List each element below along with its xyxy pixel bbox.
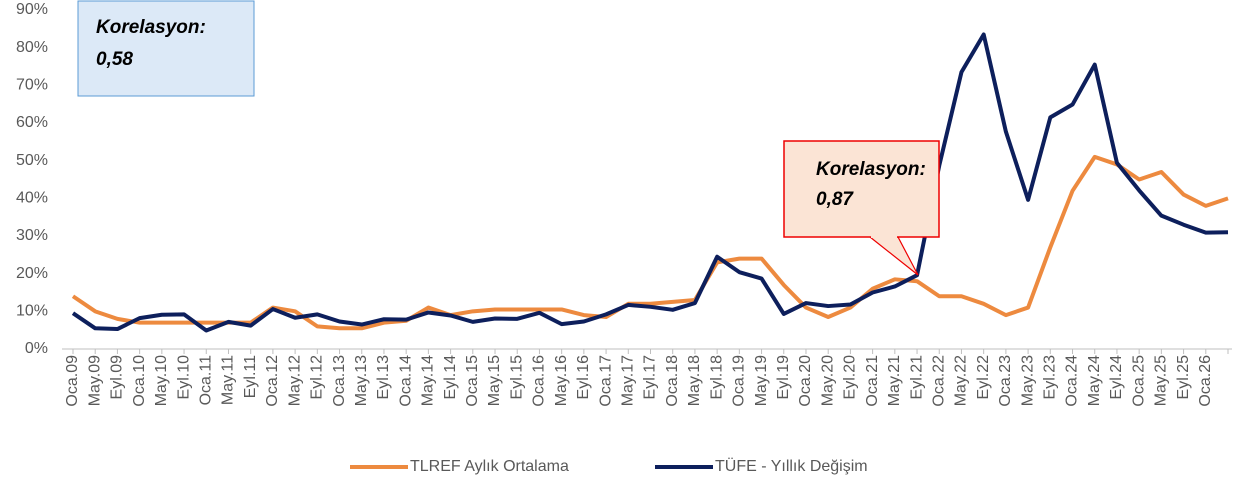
legend-label: TLREF Aylık Ortalama — [410, 458, 569, 475]
y-tick-label: 70% — [16, 77, 48, 94]
x-tick-label: Eyl.20 — [842, 355, 859, 400]
x-tick-label: May.19 — [753, 355, 770, 406]
y-tick-label: 80% — [16, 39, 48, 56]
annotation-box — [783, 140, 940, 238]
x-tick-label: Oca.23 — [997, 355, 1014, 407]
x-tick-label: Eyl.23 — [1042, 355, 1059, 400]
x-tick-label: May.23 — [1019, 355, 1036, 406]
y-tick-label: 40% — [16, 190, 48, 207]
x-tick-label: Oca.18 — [664, 355, 681, 407]
plot: 0% 10% 20% 30% 40% 50% 60% 70% 80% 90% Oca.09 May.0… — [16, 1, 1232, 475]
x-tick-label: Eyl.09 — [109, 355, 126, 400]
annotation-box — [77, 0, 255, 97]
x-tick-label: Eyl.11 — [242, 355, 259, 398]
x-tick-label: Eyl.24 — [1108, 355, 1125, 400]
x-tick-label: Eyl.19 — [775, 355, 792, 400]
x-tick-label: May.12 — [286, 355, 303, 406]
x-tick-label: Eyl.16 — [575, 355, 592, 400]
x-tick-label: Oca.19 — [731, 355, 748, 407]
x-tick-label: Eyl.17 — [642, 355, 659, 400]
x-tick-label: May.14 — [420, 355, 437, 406]
x-tick-label: Eyl.18 — [708, 355, 725, 400]
x-tick-label: May.24 — [1086, 355, 1103, 406]
x-tick-label: Oca.12 — [264, 355, 281, 407]
x-tick-label: Eyl.14 — [442, 355, 459, 400]
x-tick-label: Oca.25 — [1130, 355, 1147, 407]
x-tick-label: Oca.24 — [1064, 355, 1081, 407]
x-tick-label: Oca.26 — [1197, 355, 1214, 407]
annotation: Korelasyon: — [816, 159, 926, 180]
x-tick-label: Eyl.22 — [975, 355, 992, 400]
x-tick-label: Eyl.13 — [375, 355, 392, 400]
x-tick-label: May.17 — [620, 355, 637, 406]
x-tick-label: Oca.10 — [131, 355, 148, 407]
x-tick-label: Eyl.10 — [175, 355, 192, 400]
x-tick-label: Oca.13 — [331, 355, 348, 407]
x-tick-label: Oca.17 — [597, 355, 614, 407]
y-tick-label: 0% — [25, 340, 48, 357]
x-tick-label: May.13 — [353, 355, 370, 406]
x-tick-label: May.15 — [486, 355, 503, 406]
x-tick-label: Eyl.21 — [908, 355, 925, 400]
y-tick-label: 90% — [16, 1, 48, 18]
y-tick-label: 30% — [16, 227, 48, 244]
x-tick-label: Oca.16 — [531, 355, 548, 407]
x-tick-label: May.09 — [86, 355, 103, 406]
annotation: 0,87 — [816, 189, 854, 210]
x-tick-label: May.22 — [953, 355, 970, 406]
y-tick-label: 60% — [16, 114, 48, 131]
x-tick-label: Oca.09 — [64, 355, 81, 407]
line-series — [71, 154, 1229, 331]
x-tick-label: May.16 — [553, 355, 570, 406]
x-tick-label: Eyl.12 — [309, 355, 326, 400]
x-tick-label: May.21 — [886, 355, 903, 406]
x-tick-label: Oca.22 — [930, 355, 947, 407]
x-tick-label: Oca.15 — [464, 355, 481, 407]
x-tick-label: Eyl.25 — [1175, 355, 1192, 400]
x-tick-label: Oca.11 — [197, 355, 214, 406]
y-tick-label: 50% — [16, 152, 48, 169]
x-tick-label: May.10 — [153, 355, 170, 406]
x-tick-label: May.18 — [686, 355, 703, 406]
annotation: Korelasyon: — [96, 17, 206, 38]
annotation: 0,58 — [96, 49, 133, 70]
x-tick-label: Oca.21 — [864, 355, 881, 407]
x-tick-label: May.25 — [1153, 355, 1170, 406]
x-tick-label: Eyl.15 — [508, 355, 525, 400]
callout-pointer — [868, 236, 919, 276]
x-tick-label: Oca.14 — [397, 355, 414, 407]
y-tick-label: 10% — [16, 303, 48, 320]
x-tick-label: May.20 — [819, 355, 836, 406]
y-tick-label: 20% — [16, 265, 48, 282]
line-series — [71, 32, 1229, 333]
x-tick-label: May.11 — [220, 355, 237, 405]
legend-label: TÜFE - Yıllık Değişim — [715, 457, 868, 475]
x-tick-label: Oca.20 — [797, 355, 814, 407]
